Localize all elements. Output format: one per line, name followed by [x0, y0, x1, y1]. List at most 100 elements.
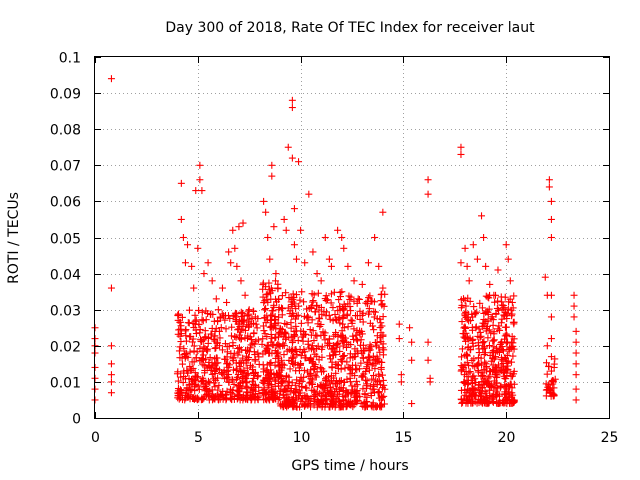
data-point [424, 356, 432, 364]
data-point [320, 308, 328, 316]
data-point [353, 393, 361, 401]
data-point [274, 295, 282, 303]
data-point [462, 314, 470, 322]
data-point [262, 346, 270, 354]
data-point [212, 344, 220, 352]
data-point [465, 393, 473, 401]
data-point [478, 304, 486, 312]
data-point [242, 375, 250, 383]
y-tick-label: 0 [72, 412, 81, 428]
data-point [408, 338, 416, 346]
data-point [279, 340, 287, 348]
data-point [547, 378, 555, 386]
data-point [269, 395, 277, 403]
data-point [191, 320, 199, 328]
data-point [547, 234, 555, 241]
data-point [196, 356, 204, 364]
data-point [267, 381, 275, 389]
data-point [344, 323, 352, 331]
data-point [295, 379, 303, 387]
data-point [236, 323, 244, 331]
data-point [198, 187, 206, 195]
data-point [221, 340, 229, 348]
data-point [336, 397, 344, 405]
data-point [457, 362, 465, 370]
data-point [235, 359, 243, 367]
data-point [355, 295, 363, 303]
data-point [239, 219, 247, 227]
data-point [493, 304, 501, 312]
data-point [228, 323, 236, 331]
data-point [547, 197, 555, 205]
data-point [465, 277, 473, 285]
data-point [259, 335, 267, 343]
data-point [322, 382, 330, 390]
data-point [461, 323, 469, 331]
data-point [287, 357, 295, 365]
data-point [190, 358, 198, 366]
data-point [243, 346, 251, 354]
data-point [268, 172, 276, 180]
data-point [241, 326, 249, 334]
data-points [91, 75, 580, 411]
data-point [250, 374, 258, 382]
y-tick-label: 0.06 [50, 195, 81, 211]
data-point [204, 339, 212, 347]
data-point [376, 402, 384, 410]
data-point [466, 297, 474, 305]
data-point [478, 212, 486, 220]
data-point [227, 259, 235, 267]
axis-ticks: 0 5 10 15 20 25 0 0.01 0.02 0.03 0.04 0.05 0.06 0.07 0… [50, 51, 619, 447]
data-point [482, 308, 490, 316]
data-point [264, 394, 272, 402]
data-point [457, 386, 465, 394]
data-point [457, 296, 465, 304]
data-point [221, 311, 229, 319]
data-point [424, 338, 432, 346]
data-point [199, 351, 207, 359]
data-point [353, 347, 361, 355]
data-point [340, 378, 348, 386]
data-point [486, 382, 494, 390]
data-point [190, 347, 198, 355]
data-point [482, 399, 490, 407]
data-point [218, 370, 226, 378]
data-point [278, 304, 286, 312]
data-point [572, 349, 580, 357]
data-point [179, 234, 187, 241]
data-point [290, 205, 298, 213]
data-point [332, 328, 340, 336]
data-point [356, 327, 364, 335]
data-point [347, 307, 355, 315]
data-point [293, 376, 301, 384]
data-point [359, 402, 367, 410]
data-point [206, 353, 214, 361]
data-point [547, 367, 555, 375]
data-point [408, 356, 416, 364]
data-point [244, 370, 252, 378]
data-point [461, 351, 469, 359]
y-tick-label: 0.02 [50, 340, 81, 356]
data-point [222, 325, 230, 333]
data-point [335, 296, 343, 304]
data-point [253, 324, 261, 332]
data-point [315, 306, 323, 314]
data-point [310, 337, 318, 345]
data-point [307, 331, 315, 339]
data-point [510, 380, 518, 388]
data-point [366, 292, 374, 300]
data-point [371, 308, 379, 316]
data-point [263, 368, 271, 376]
data-point [506, 277, 514, 285]
data-point [333, 390, 341, 398]
data-point [356, 315, 364, 323]
data-point [292, 322, 300, 330]
data-point [570, 313, 578, 321]
data-point [542, 359, 550, 367]
data-point [424, 190, 432, 198]
data-point [377, 297, 385, 305]
data-point [212, 354, 220, 362]
data-point [370, 313, 378, 321]
data-point [465, 369, 473, 377]
data-point [474, 366, 482, 374]
